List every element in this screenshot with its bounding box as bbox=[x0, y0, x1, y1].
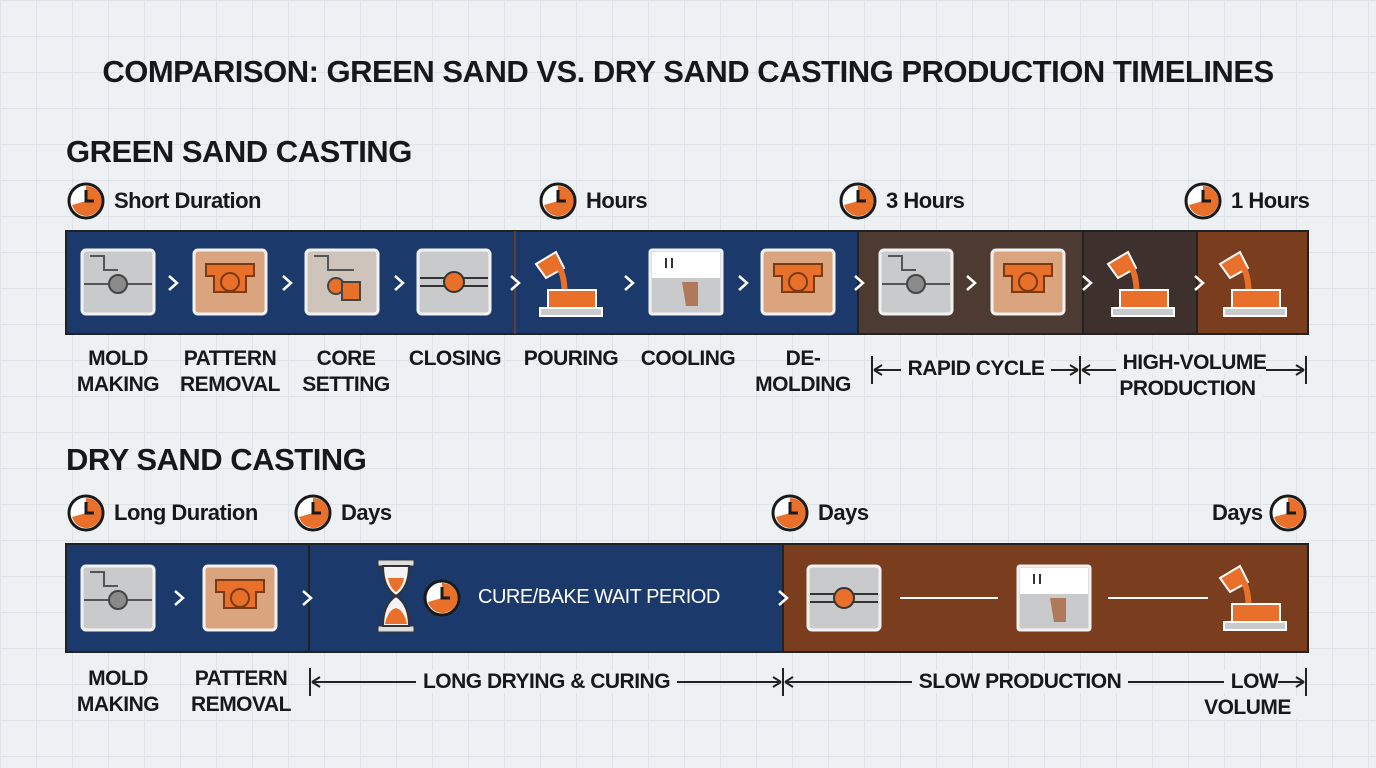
duration-label: Hours bbox=[586, 188, 648, 213]
span-text: LONG DRYING & CURING bbox=[415, 670, 678, 693]
icon-closing bbox=[416, 248, 492, 316]
duration-label: Days bbox=[341, 500, 392, 525]
span-label: SLOW PRODUCTION bbox=[840, 669, 1200, 695]
duration-label: Days bbox=[818, 500, 869, 525]
green-timeline bbox=[65, 230, 1309, 335]
step-label: CORE SETTING bbox=[302, 347, 390, 396]
clock-icon bbox=[1184, 182, 1222, 220]
clock-icon bbox=[839, 182, 877, 220]
icon-mold bbox=[80, 564, 156, 632]
icon-demolding bbox=[760, 248, 836, 316]
icon-mold bbox=[80, 248, 156, 316]
icon-pattern bbox=[192, 248, 268, 316]
span-text: LOW VOLUME bbox=[1204, 670, 1298, 719]
span-label: LOW VOLUME bbox=[1196, 669, 1306, 721]
dry-timeline bbox=[65, 543, 1309, 653]
step-label: COOLING bbox=[640, 347, 736, 370]
span-label: LONG DRYING & CURING bbox=[312, 669, 781, 695]
clock-icon bbox=[539, 182, 577, 220]
clock-icon bbox=[423, 579, 461, 617]
step-label: PATTERN REMOVAL bbox=[180, 347, 280, 396]
clock-icon bbox=[294, 494, 332, 532]
duration-label: 1 Hours bbox=[1231, 188, 1310, 213]
band-segment bbox=[1082, 230, 1198, 335]
clock-icon bbox=[1269, 494, 1307, 532]
duration-label: Long Duration bbox=[114, 500, 258, 525]
span-text: RAPID CYCLE bbox=[900, 357, 1052, 380]
duration-label: 3 Hours bbox=[886, 188, 965, 213]
icon-mold bbox=[878, 248, 954, 316]
duration-label: Days bbox=[1212, 500, 1263, 525]
icon-core bbox=[304, 248, 380, 316]
icon-pattern bbox=[202, 564, 278, 632]
step-label: DE-MOLDING bbox=[755, 347, 851, 396]
icon-mold bbox=[806, 564, 882, 632]
step-label: POURING bbox=[523, 347, 619, 370]
step-label: PATTERN REMOVAL bbox=[191, 667, 291, 716]
icon-pattern bbox=[990, 248, 1066, 316]
span-text: HIGH-VOLUME PRODUCTION bbox=[1115, 351, 1267, 400]
span-label: HIGH-VOLUME PRODUCTION bbox=[1096, 350, 1286, 402]
span-label: RAPID CYCLE bbox=[874, 356, 1078, 382]
icon-cooling bbox=[648, 248, 724, 316]
section-heading: DRY SAND CASTING bbox=[66, 442, 367, 477]
duration-label: Short Duration bbox=[114, 188, 262, 213]
step-label: CLOSING bbox=[408, 347, 502, 370]
step-label: MOLD MAKING bbox=[76, 667, 160, 716]
step-label: MOLD MAKING bbox=[76, 347, 160, 396]
icon-curing bbox=[1016, 564, 1092, 632]
clock-icon bbox=[67, 494, 105, 532]
span-text: SLOW PRODUCTION bbox=[911, 670, 1129, 693]
clock-icon bbox=[67, 182, 105, 220]
section-heading: GREEN SAND CASTING bbox=[66, 134, 412, 169]
title: COMPARISON: GREEN SAND VS. DRY SAND CAST… bbox=[102, 54, 1274, 89]
band-segment bbox=[1196, 230, 1309, 335]
wait-label: CURE/BAKE WAIT PERIOD bbox=[478, 586, 720, 608]
clock-icon bbox=[771, 494, 809, 532]
